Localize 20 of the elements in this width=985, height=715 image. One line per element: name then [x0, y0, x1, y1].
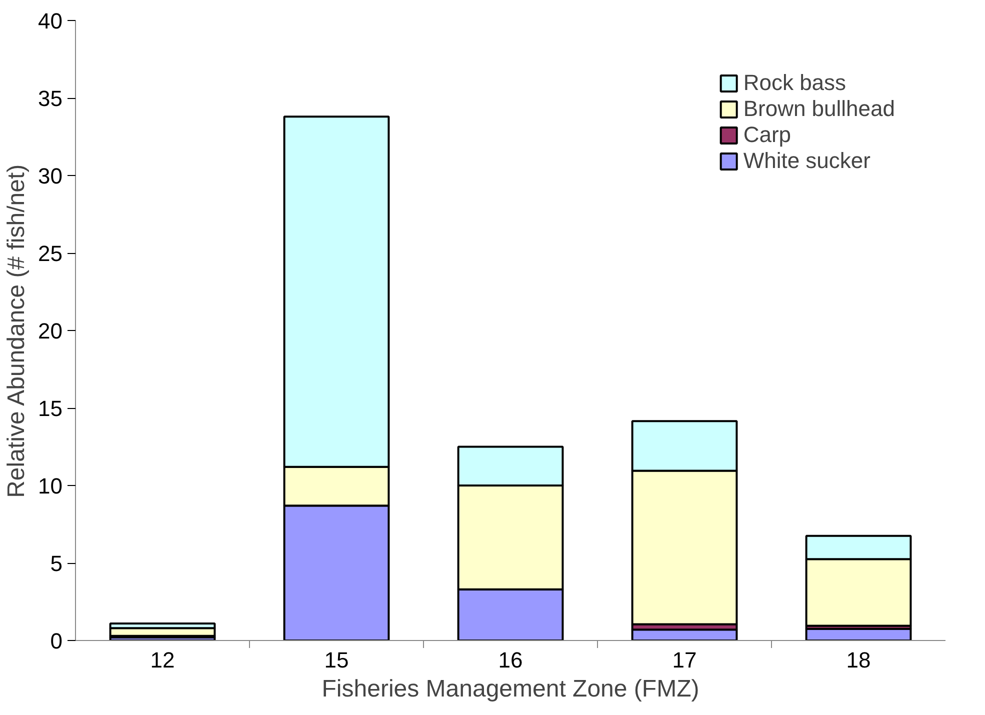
y-tick-label: 15: [38, 396, 63, 421]
x-tick-label: 18: [846, 648, 871, 672]
x-tick-label: 15: [324, 648, 349, 672]
x-tick-label: 16: [498, 648, 523, 672]
y-tick-label: 5: [50, 551, 63, 576]
legend-label: Brown bullhead: [743, 96, 895, 122]
x-tick-label: 12: [150, 648, 175, 672]
y-tick-label: 30: [38, 164, 63, 188]
y-tick-label: 25: [38, 241, 63, 266]
y-axis-title: Relative Abundance (# fish/net): [3, 164, 30, 498]
y-tick-label: 35: [38, 86, 63, 111]
y-tick-label: 0: [50, 628, 63, 654]
legend-label: Rock bass: [743, 70, 846, 96]
legend-label: White sucker: [743, 148, 870, 174]
x-tick-label: 17: [672, 648, 697, 672]
y-tick-label: 40: [38, 8, 63, 34]
y-tick-label: 10: [38, 474, 63, 498]
legend-label: Carp: [743, 122, 792, 148]
y-tick-label: 20: [38, 318, 63, 344]
x-axis-title: Fisheries Management Zone (FMZ): [322, 676, 700, 702]
